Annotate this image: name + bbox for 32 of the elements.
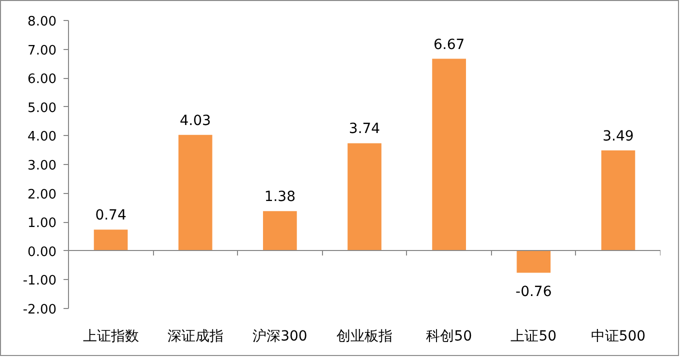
y-tick-label: 0.00 bbox=[28, 244, 57, 260]
y-tick-label: 3.00 bbox=[28, 158, 57, 174]
x-tick-label: 科创50 bbox=[426, 328, 472, 344]
y-tick-label: -2.00 bbox=[22, 302, 57, 318]
data-label: 3.49 bbox=[602, 128, 634, 144]
x-tick-label: 沪深300 bbox=[252, 328, 308, 344]
data-label: 6.67 bbox=[433, 36, 465, 53]
y-tick-label: 8.00 bbox=[28, 14, 57, 30]
x-tick-label: 创业板指 bbox=[336, 328, 392, 344]
x-tick-label: 中证500 bbox=[590, 328, 646, 344]
data-label: 3.74 bbox=[348, 121, 380, 138]
y-tick-label: 2.00 bbox=[28, 187, 57, 202]
x-tick-label: 上证指数 bbox=[82, 328, 139, 344]
bar bbox=[178, 134, 212, 251]
y-tick-label: 4.00 bbox=[28, 130, 57, 145]
data-label: 4.03 bbox=[180, 112, 211, 129]
bar bbox=[263, 211, 297, 251]
bar bbox=[601, 150, 636, 251]
bar bbox=[94, 230, 128, 251]
y-tick-label: 6.00 bbox=[28, 72, 57, 88]
data-label: 0.74 bbox=[95, 208, 126, 224]
y-tick-label: 5.00 bbox=[28, 100, 57, 116]
y-tick-label: -1.00 bbox=[22, 274, 57, 289]
bar bbox=[348, 143, 382, 251]
y-tick-label: 7.00 bbox=[28, 43, 57, 58]
bar bbox=[432, 58, 466, 251]
data-label: 1.38 bbox=[264, 189, 296, 206]
x-tick-label: 深证成指 bbox=[167, 328, 224, 344]
x-tick-label: 上证50 bbox=[510, 328, 557, 344]
y-tick-label: 1.00 bbox=[28, 216, 57, 232]
data-label: -0.76 bbox=[516, 284, 552, 300]
bar bbox=[516, 250, 551, 273]
